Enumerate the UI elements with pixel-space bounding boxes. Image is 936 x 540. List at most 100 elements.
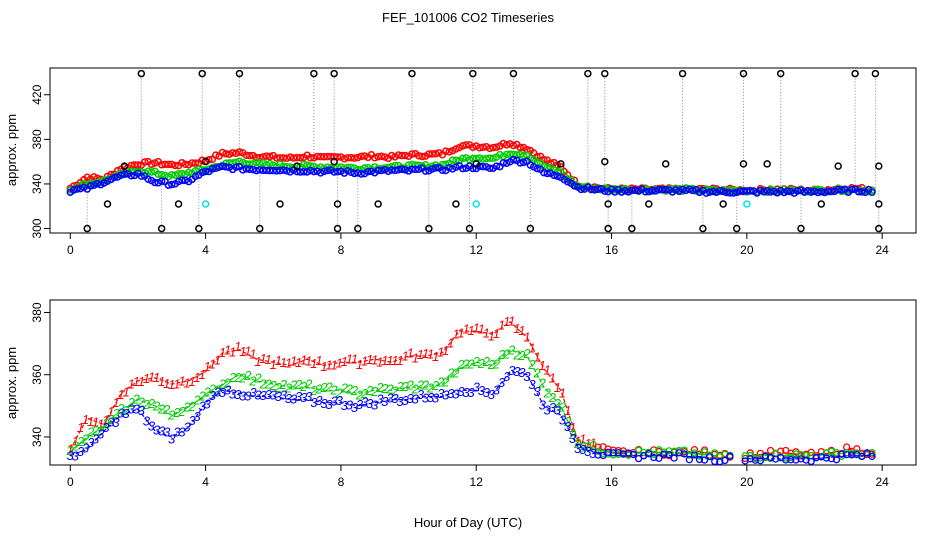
series-3-point [858,452,866,461]
series-1-marker: 1 [249,347,256,362]
series-3-marker: 3 [391,391,399,406]
x-tick-label: 0 [67,243,74,257]
series-3-point [700,456,709,464]
series-1-point [807,448,815,456]
series-point [171,161,179,170]
series-point [783,187,792,195]
series-point [323,152,332,161]
series-point [763,187,771,195]
series-point [394,165,403,174]
series-point [760,187,768,196]
series-point [178,176,186,185]
series-1-marker: 1 [452,326,459,341]
outlier-point [557,160,565,168]
series-1-marker: 1 [315,353,322,368]
series-2-marker: 2 [360,386,369,401]
series-point [766,188,775,196]
series-point [235,148,244,156]
series-2-marker: 2 [177,404,186,419]
series-3-point [848,451,856,459]
series-point [445,148,453,156]
series-point [834,185,842,194]
series-3-marker: 3 [432,391,440,406]
series-point [543,169,552,178]
series-point [171,171,179,179]
series-1-marker: 1 [244,343,251,358]
series-3-marker: 3 [128,402,136,417]
series-point [242,165,250,173]
series-point [482,154,491,163]
outlier-point [354,224,362,233]
series-1-marker: 1 [402,348,409,363]
series-1-marker: 1 [178,373,185,388]
series-point [296,154,305,162]
series-point [746,187,754,195]
series-point [212,151,220,159]
series-3-marker: 3 [254,388,262,403]
series-point [147,160,156,169]
series-3-marker: 3 [579,442,587,457]
x-tick-label: 20 [740,475,754,489]
series-point [847,185,856,194]
series-1-marker: 1 [376,354,383,369]
series-point [489,143,497,152]
series-3-point [685,456,694,464]
series-point [858,188,866,196]
series-2-point [700,448,709,456]
series-point [245,160,254,168]
series-2-marker: 2 [208,382,217,397]
outlier-point [198,69,206,78]
series-point [617,188,626,196]
series-point [550,171,558,180]
series-3-marker: 3 [381,394,389,409]
series-2-marker: 2 [71,438,80,453]
bottom-panel: approx. ppm 1111111111111111111111111111… [4,299,917,489]
series-1-marker: 1 [397,353,404,368]
series-point [499,159,508,167]
x-tick-label: 16 [605,243,619,257]
series-2-marker: 2 [248,373,257,388]
series-3-marker: 3 [325,397,333,412]
series-3-marker: 3 [331,394,339,409]
series-2-marker: 2 [416,377,425,392]
outlier-point [374,200,382,208]
series-2-marker: 2 [482,354,491,369]
series-point [726,189,734,197]
series-2-marker: 2 [507,343,516,358]
series-3-marker: 3 [508,363,516,378]
series-1-marker: 1 [92,415,99,430]
series-1-marker: 1 [183,375,190,390]
series-2-marker: 2 [106,412,115,427]
series-3-point [797,455,805,463]
series-1-marker: 1 [280,355,287,370]
series-3-point [660,450,668,458]
series-2-marker: 2 [335,385,344,400]
series-1-marker: 1 [234,339,241,354]
outlier-point [255,224,264,233]
series-point [222,163,230,171]
series-3-marker: 3 [194,409,202,424]
series-3-marker: 3 [265,387,273,402]
series-2-marker: 2 [461,356,470,371]
series-2-marker: 2 [426,381,435,396]
series-3-marker: 3 [493,383,501,398]
series-3-marker: 3 [356,397,364,412]
series-3-marker: 3 [422,390,430,405]
series-3-point [822,454,831,462]
outlier-point [604,200,612,208]
series-3-marker: 3 [447,386,455,401]
series-2-marker: 2 [132,391,141,406]
series-1-marker: 1 [310,356,317,371]
series-point [377,166,386,175]
series-point [651,187,660,195]
outlier-point [235,69,244,78]
series-2-marker: 2 [172,405,181,420]
series-2-point [868,448,876,457]
y-tick-label: 340 [30,174,44,194]
series-1-marker: 1 [427,346,434,361]
series-3-marker: 3 [133,401,141,416]
series-2-marker: 2 [228,370,237,385]
series-point [408,165,416,173]
series-point [134,161,142,169]
